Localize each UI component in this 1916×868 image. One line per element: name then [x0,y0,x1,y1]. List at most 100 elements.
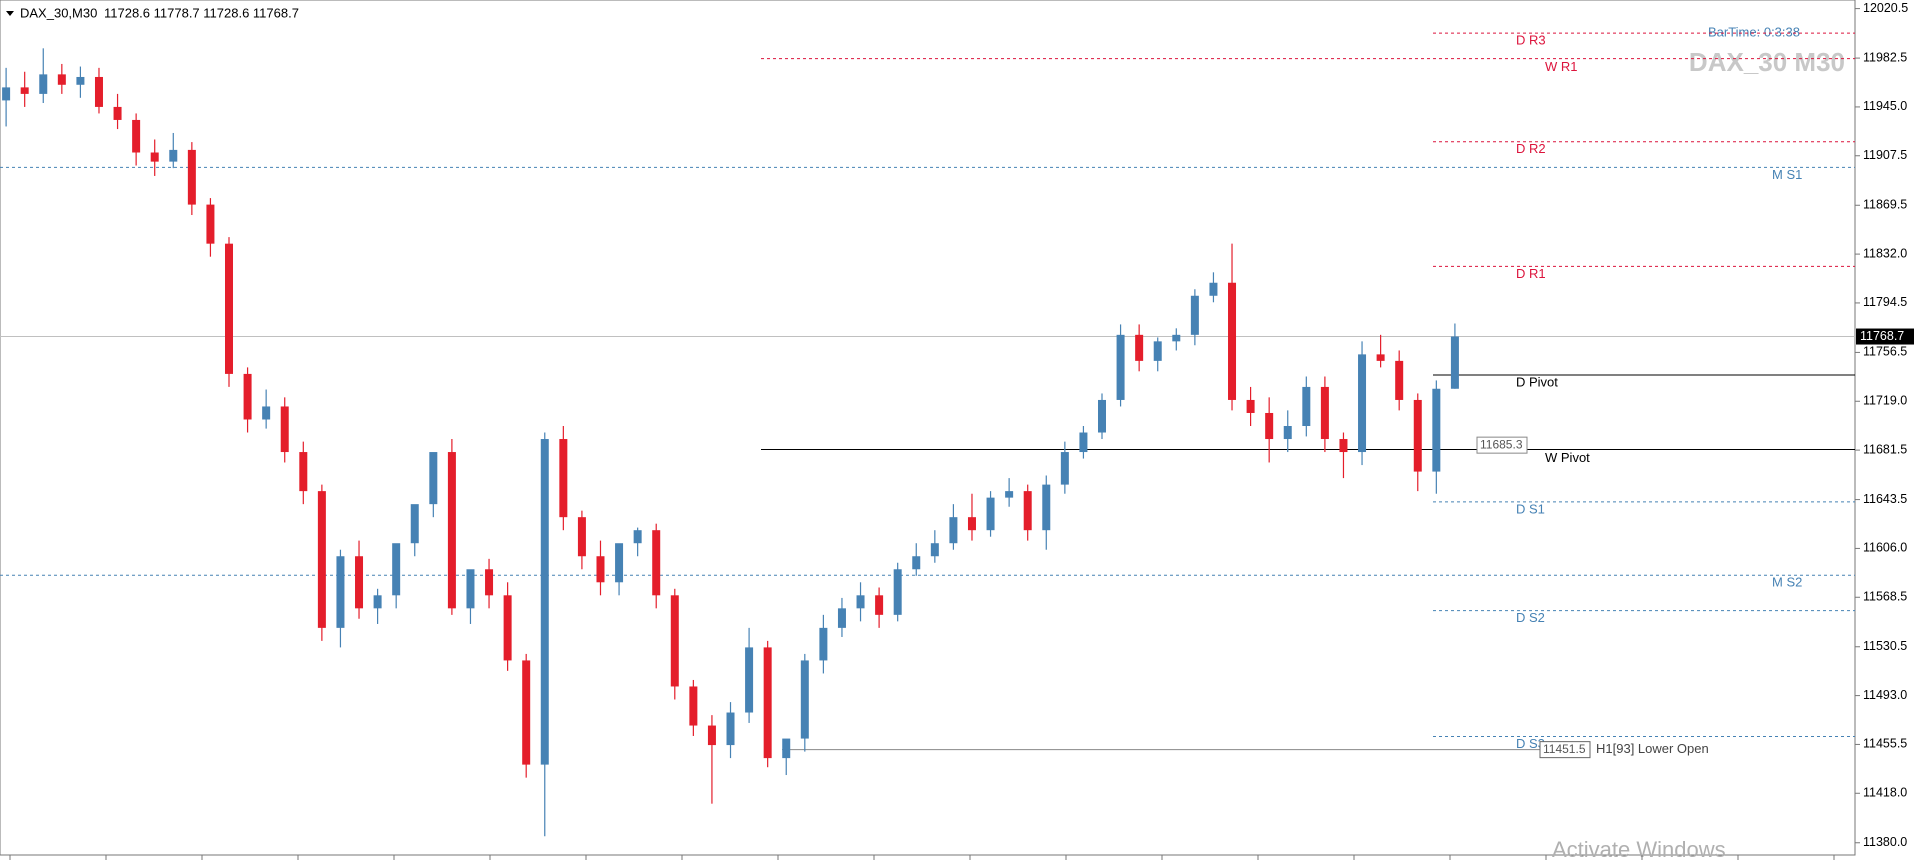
y-tick-label: 11756.5 [1863,345,1907,359]
y-tick-label: 11982.5 [1863,50,1907,64]
candle-body [113,106,122,120]
candle-body [633,530,642,544]
candle-body [1209,282,1218,296]
candle-body [1042,484,1051,531]
candle-body [986,497,995,531]
candle-body [1413,399,1422,472]
bar-time: BarTime: 0:3:38 [1708,24,1800,39]
candle-body [912,556,921,570]
current-price-box [1856,328,1914,345]
candle-body [485,569,494,596]
y-tick-label: 11945.0 [1863,99,1907,113]
candle-body [132,119,141,153]
candle-body [317,491,326,628]
candle-body [522,660,531,765]
candle-body [503,595,512,661]
candle-body [299,452,308,492]
candle-body [689,686,698,726]
pivot-label: M S1 [1772,167,1802,182]
current-price-label: 11768.7 [1860,329,1904,343]
candle-body [670,595,679,687]
candle-body [187,149,196,205]
ohlc: 11728.6 11778.7 11728.6 11768.7 [104,5,299,20]
candle-body [1246,399,1255,413]
candle-body [150,152,159,162]
candle-body [1265,412,1274,440]
candle-body [763,647,772,759]
candle-body [1023,491,1032,531]
candle-body [206,204,215,244]
plot-frame [0,0,1856,856]
candle-body [39,74,48,94]
candle-body [652,530,661,596]
candle-body [1190,295,1199,335]
candle-body [1228,282,1237,400]
candle-body [447,452,456,609]
pivot-label: D S2 [1516,610,1545,625]
price-marker-value: 11685.3 [1480,437,1523,451]
y-tick-label: 11380.0 [1863,835,1907,849]
y-tick-label: 11832.0 [1863,246,1907,260]
lower-open-value: 11451.5 [1543,742,1586,756]
y-tick-label: 11643.5 [1863,492,1907,506]
y-tick-label: 11530.5 [1863,639,1907,653]
y-tick-label: 12020.5 [1863,1,1908,15]
candle-body [1432,388,1441,472]
candle-body [1358,354,1367,453]
candle-body [707,725,716,746]
candle-body [1153,341,1162,361]
collapse-arrow[interactable] [6,11,14,16]
pivot-label: M S2 [1772,575,1802,590]
candle-body [745,647,754,713]
candle-body [410,504,419,544]
candle-body [262,406,271,420]
candle-body [1135,334,1144,361]
lower-open-label: H1[93] Lower Open [1596,741,1709,756]
candle-body [243,373,252,420]
y-tick-label: 11418.0 [1863,786,1907,800]
lower-open-box [1539,741,1591,759]
candle-body [1395,360,1404,400]
candle-body [1302,386,1311,427]
candle-body [949,517,958,544]
y-tick-label: 11493.0 [1863,688,1907,702]
candle-body [466,569,475,609]
candle-body [800,660,809,739]
pivot-label: D Pivot [1516,374,1558,389]
y-tick-label: 11907.5 [1863,148,1907,162]
candle-body [577,517,586,557]
candle-body [57,74,66,85]
pivot-label: D R2 [1516,141,1546,156]
y-tick-label: 11455.5 [1863,737,1907,751]
candle-body [76,76,85,85]
candle-body [540,439,549,765]
candle-body [20,87,29,94]
candle-body [596,556,605,583]
candle-body [280,406,289,453]
candle-body [94,76,103,107]
candle-body [336,556,345,628]
y-tick-label: 11681.5 [1863,442,1907,456]
candle-body [392,543,401,596]
candle-body [373,595,382,609]
candle-body [930,543,939,557]
pivot-label: D S1 [1516,501,1545,516]
candle-body [615,543,624,583]
candle-body [893,569,902,615]
candle-body [1283,426,1292,440]
candle-body [1079,432,1088,453]
pivot-label: D R1 [1516,266,1546,281]
activate-windows: Activate Windows [1552,837,1726,862]
candle-body [1376,354,1385,361]
candle-body [1320,386,1329,440]
candle-body [837,608,846,628]
candle-body [726,712,735,746]
candle-body [429,452,438,505]
y-tick-label: 11869.5 [1863,198,1907,212]
candle-body [1097,399,1106,433]
pivot-label: W Pivot [1545,450,1590,465]
candle-body [967,517,976,531]
y-tick-label: 11794.5 [1863,295,1907,309]
pivot-label: W R1 [1545,59,1578,74]
candle-body [169,149,178,162]
